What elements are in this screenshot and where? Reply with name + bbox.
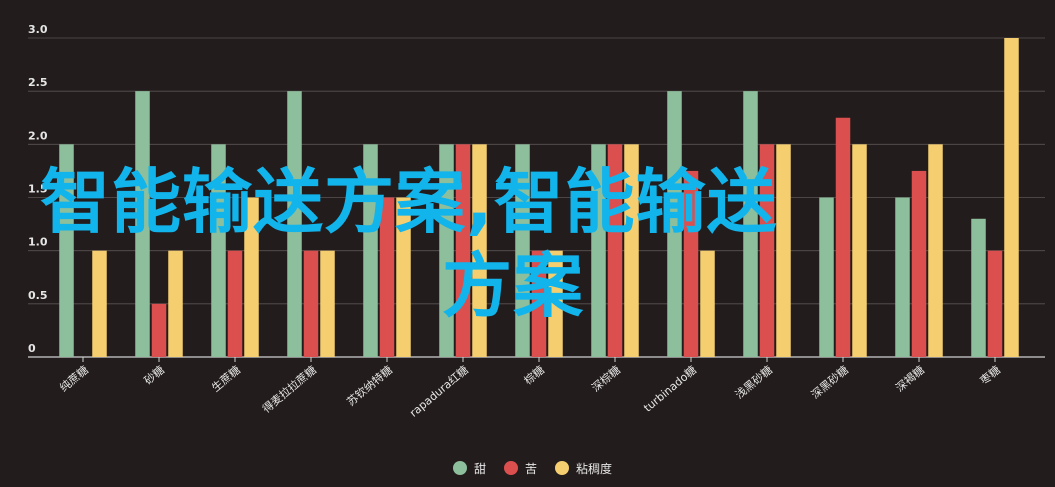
bar	[987, 250, 1003, 357]
bar	[227, 250, 243, 357]
bar	[928, 144, 943, 357]
bar	[971, 218, 986, 357]
x-tick-label: turbinado糖	[641, 363, 699, 415]
legend-marker	[504, 461, 518, 475]
bar	[320, 250, 335, 357]
y-tick-label: 2.5	[28, 76, 48, 89]
y-tick-label: 1.5	[28, 183, 48, 196]
bar	[455, 144, 471, 357]
bar	[1004, 38, 1019, 357]
bar	[287, 91, 302, 358]
bar	[363, 144, 378, 357]
x-tick-label: 得麦拉拉蔗糖	[259, 363, 319, 416]
bar	[531, 250, 547, 357]
bar	[895, 197, 910, 357]
bar	[852, 144, 867, 357]
bar	[911, 170, 927, 357]
legend-label: 苦	[525, 462, 537, 476]
bar	[472, 144, 487, 357]
y-tick-label: 3.0	[28, 23, 48, 36]
y-tick-label: 1.0	[28, 236, 48, 249]
bar	[135, 91, 150, 358]
legend-marker	[453, 461, 467, 475]
bar	[548, 250, 563, 357]
bar	[835, 117, 851, 357]
bar	[244, 197, 259, 357]
bar	[515, 144, 530, 357]
x-tick-label: 纯蔗糖	[57, 363, 91, 395]
x-tick-label: 枣糖	[977, 363, 1003, 388]
x-tick-label: 生蔗糖	[209, 363, 243, 395]
bar	[379, 197, 395, 357]
bar	[743, 91, 758, 358]
legend-label: 粘稠度	[576, 461, 612, 476]
bar	[591, 144, 606, 357]
x-tick-label: 苏钦纳特糖	[344, 363, 395, 409]
bar	[396, 197, 411, 357]
y-tick-label: 0	[28, 342, 36, 355]
bar	[683, 170, 699, 357]
bar	[439, 144, 454, 357]
bar	[92, 250, 107, 357]
x-tick-label: 深黑砂糖	[808, 363, 851, 402]
bar	[819, 197, 834, 357]
bar	[667, 91, 682, 358]
x-tick-label: 深褐糖	[893, 363, 927, 395]
x-tick-label: 深棕糖	[589, 363, 623, 395]
bar	[168, 250, 183, 357]
bar	[59, 144, 74, 357]
bar	[759, 144, 775, 357]
bar	[211, 144, 226, 357]
x-tick-label: rapadura红糖	[407, 363, 471, 420]
y-tick-label: 0.5	[28, 289, 48, 302]
bar	[151, 303, 167, 357]
x-tick-label: 棕糖	[521, 363, 547, 388]
x-tick-label: 浅黑砂糖	[732, 363, 775, 402]
bar	[607, 144, 623, 357]
y-tick-label: 2.0	[28, 129, 48, 142]
x-tick-label: 砂糖	[141, 363, 167, 388]
bar	[303, 250, 319, 357]
bar	[624, 144, 639, 357]
legend-marker	[555, 461, 569, 475]
bar	[776, 144, 791, 357]
legend-label: 甜	[474, 462, 486, 476]
bar	[700, 250, 715, 357]
